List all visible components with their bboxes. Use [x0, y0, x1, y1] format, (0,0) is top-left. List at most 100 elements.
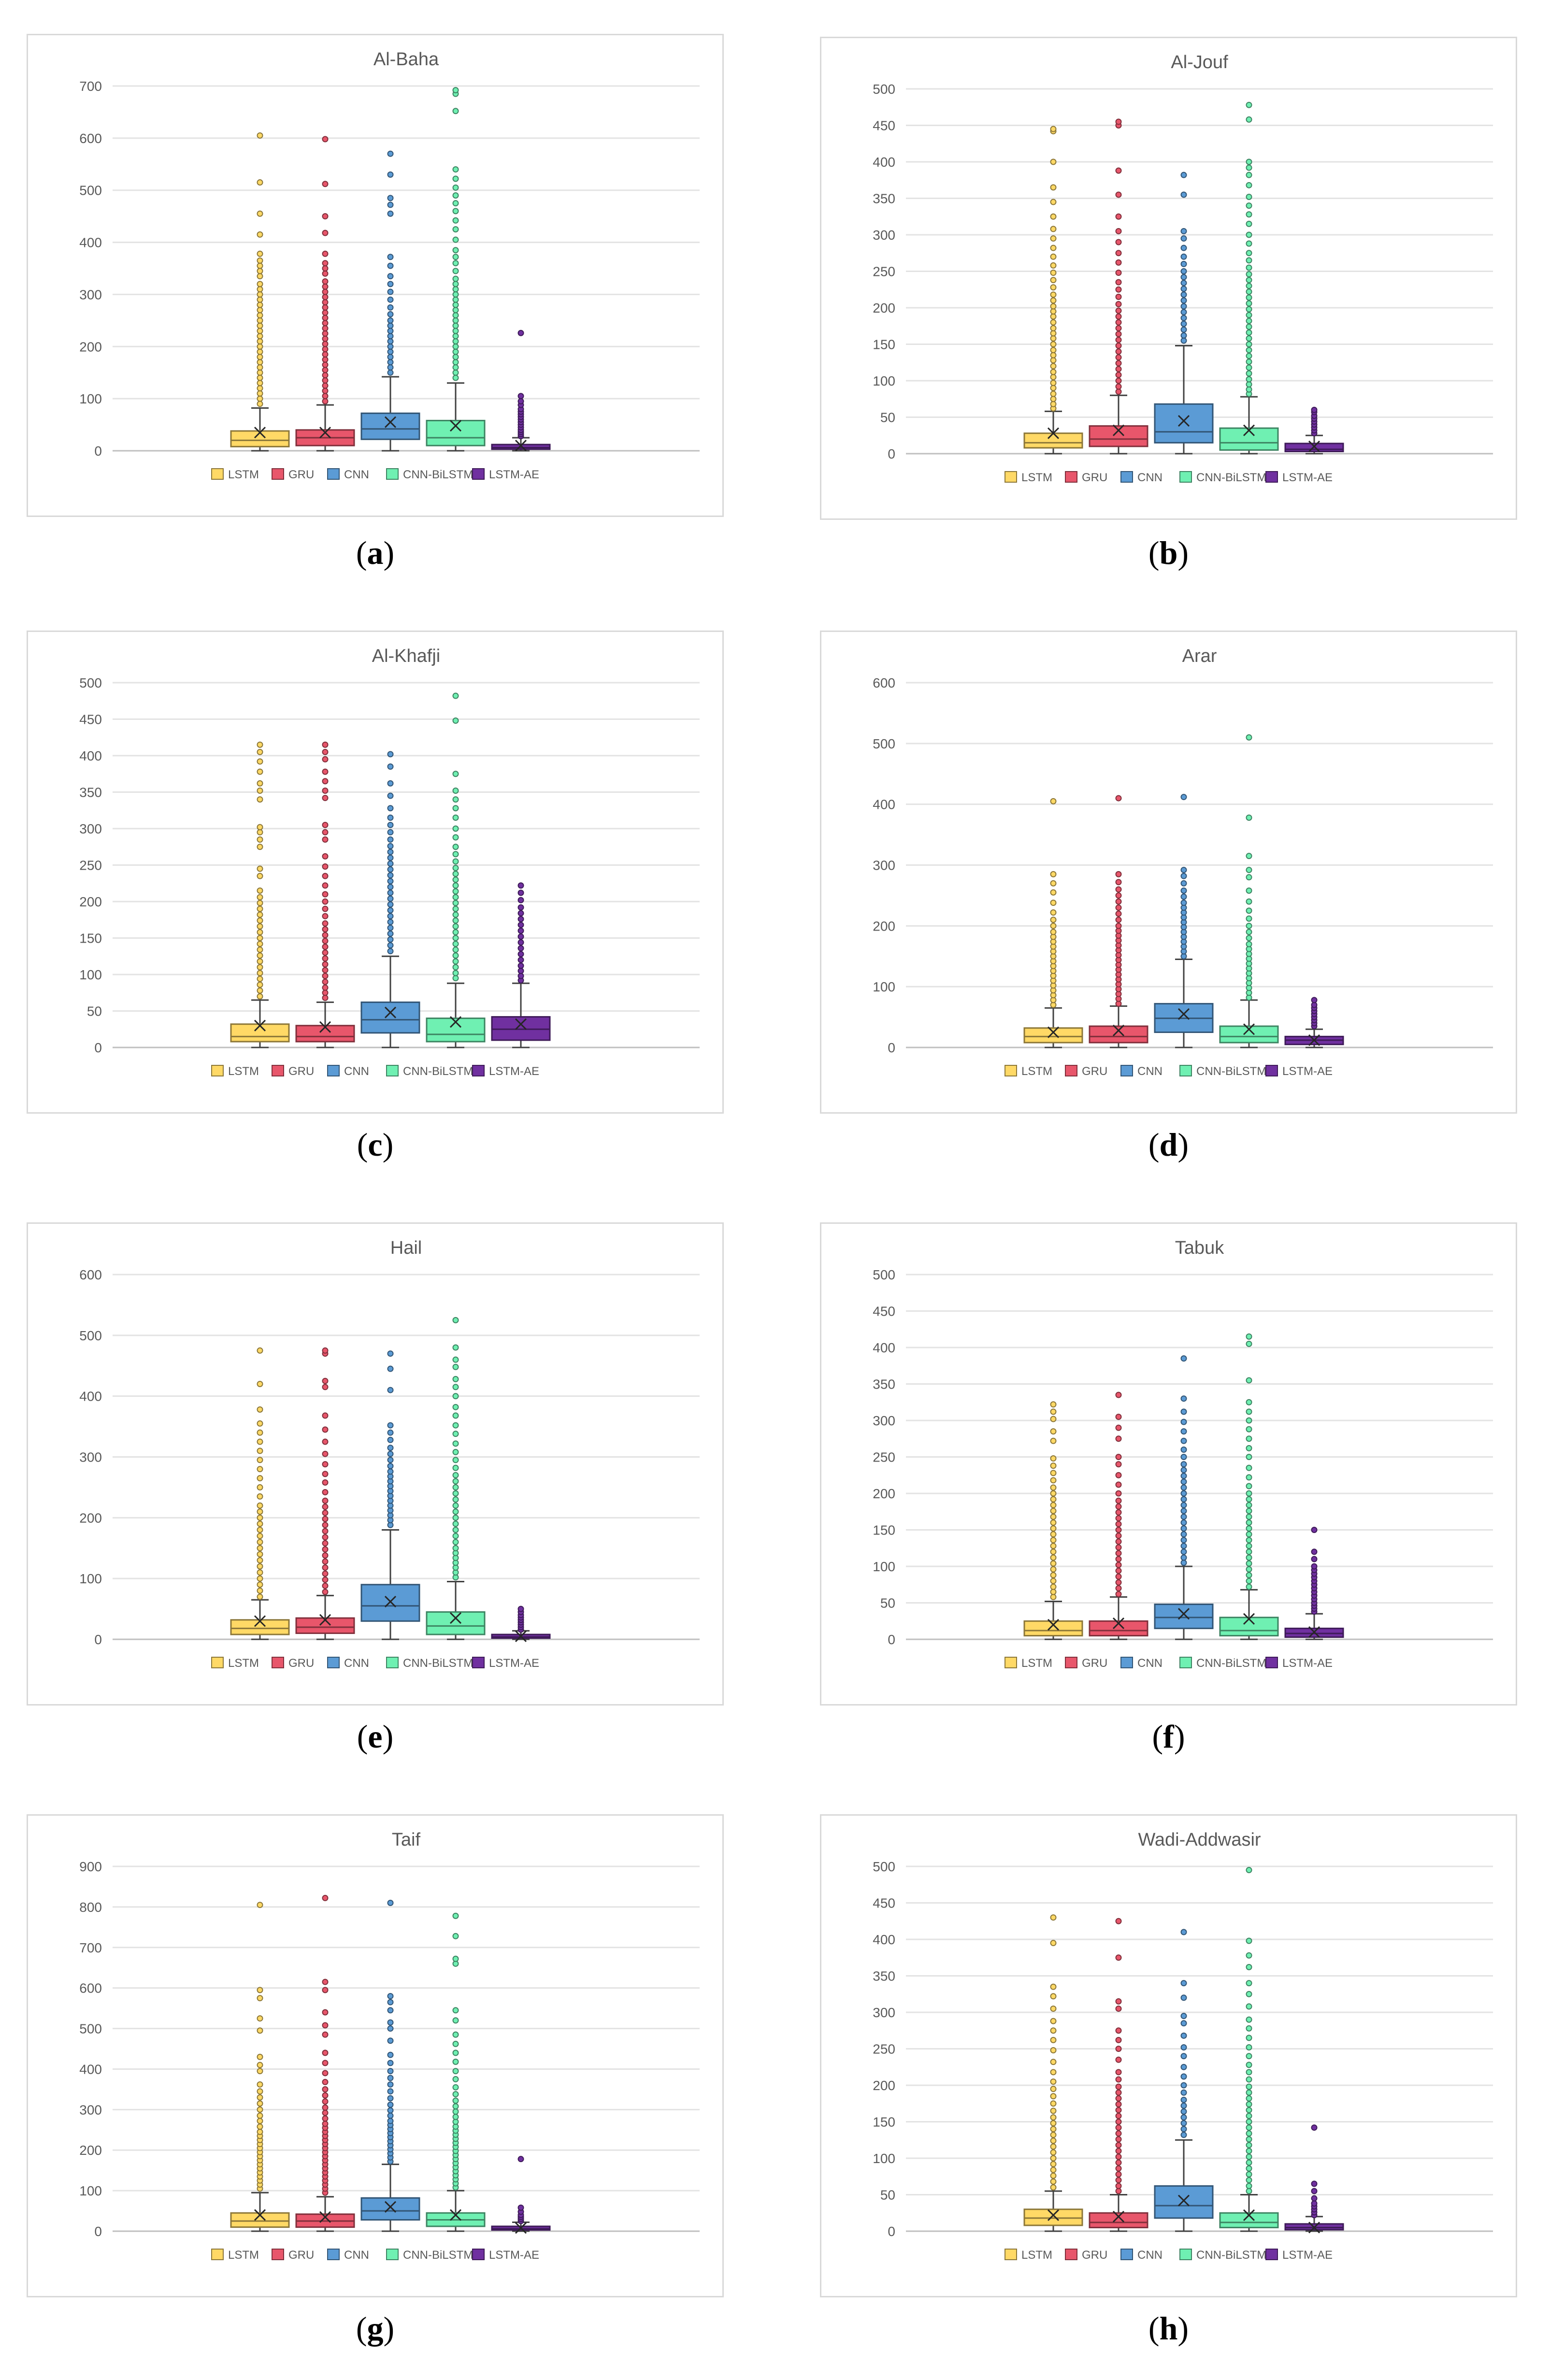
- chart-title: Al-Khafji: [372, 646, 441, 666]
- outlier-point: [387, 913, 394, 919]
- outlier-point: [517, 889, 524, 896]
- outlier-point: [257, 281, 263, 287]
- legend-label: CNN: [344, 1065, 369, 1078]
- outlier-point: [1050, 909, 1057, 916]
- outlier-point: [1180, 2073, 1187, 2080]
- outlier-point: [257, 1563, 263, 1570]
- outlier-point: [1180, 1537, 1187, 1544]
- outlier-point: [322, 1540, 329, 1547]
- outlier-point: [1180, 1531, 1187, 1538]
- outlier-point: [452, 333, 459, 340]
- outlier-point: [1246, 2142, 1252, 2149]
- chart-title: Wadi-Addwasir: [1138, 1830, 1261, 1850]
- outlier-point: [1115, 2027, 1122, 2034]
- outlier-point: [322, 2104, 329, 2111]
- legend-swatch: [1179, 471, 1192, 483]
- outlier-point: [1180, 2108, 1187, 2115]
- mean-marker: [449, 2209, 462, 2221]
- y-tick-label: 250: [873, 1450, 895, 1465]
- outlier-point: [517, 904, 524, 911]
- outlier-point: [1180, 1473, 1187, 1479]
- outlier-point: [1115, 2095, 1122, 2102]
- outlier-point: [387, 836, 394, 843]
- legend-label: LSTM: [228, 2249, 259, 2262]
- outlier-point: [322, 984, 329, 991]
- outlier-point: [1050, 341, 1057, 347]
- outlier-point: [322, 1894, 329, 1901]
- outlier-point: [1115, 886, 1122, 893]
- outlier-point: [1180, 1994, 1187, 2001]
- mean-marker: [319, 2211, 331, 2223]
- panel-caption: (g): [356, 2310, 395, 2347]
- y-tick-label: 0: [94, 1040, 102, 1055]
- outlier-point: [1115, 343, 1122, 349]
- outlier-point: [452, 814, 459, 821]
- outlier-point: [387, 1387, 394, 1393]
- outlier-point: [452, 322, 459, 329]
- outlier-point: [452, 307, 459, 314]
- outlier-point: [1115, 1544, 1122, 1551]
- box-lstm: [1023, 1914, 1083, 2232]
- outlier-point: [322, 330, 329, 337]
- outlier-point: [1246, 220, 1252, 227]
- outlier-point: [1050, 1462, 1057, 1469]
- outlier-point: [1050, 1993, 1057, 2000]
- outlier-point: [1246, 1531, 1252, 1538]
- outlier-point: [1050, 1437, 1057, 1444]
- legend-swatch: [386, 2249, 399, 2260]
- mean-marker: [384, 416, 397, 428]
- outlier-point: [1246, 317, 1252, 324]
- outlier-point: [257, 844, 263, 850]
- outlier-point: [517, 2204, 524, 2211]
- outlier-point: [1180, 1507, 1187, 1514]
- outlier-point: [387, 2112, 394, 2119]
- outlier-point: [452, 905, 459, 912]
- outlier-point: [322, 1384, 329, 1391]
- y-tick-label: 400: [873, 1340, 895, 1355]
- outlier-point: [257, 1551, 263, 1558]
- outlier-point: [517, 939, 524, 946]
- outlier-point: [452, 2050, 459, 2056]
- panel-caption: (a): [356, 534, 395, 571]
- outlier-point: [1180, 309, 1187, 315]
- y-tick-label: 300: [873, 2005, 895, 2020]
- boxplot-chart-h: Wadi-Addwasir 0 50 100 150 200 250 300 350 400 450…: [873, 1830, 1493, 2262]
- outlier-point: [257, 1508, 263, 1515]
- outlier-point: [1246, 1333, 1252, 1340]
- outlier-point: [1246, 1513, 1252, 1520]
- outlier-point: [257, 2015, 263, 2022]
- outlier-point: [322, 821, 329, 828]
- box-lstm: [1023, 126, 1083, 455]
- outlier-point: [452, 1431, 459, 1437]
- outlier-point: [1050, 871, 1057, 877]
- outlier-point: [387, 288, 394, 295]
- chart-title: Al-Jouf: [1171, 52, 1228, 72]
- outlier-point: [322, 1589, 329, 1595]
- outlier-point: [1180, 900, 1187, 906]
- outlier-point: [322, 299, 329, 306]
- legend-swatch: [1120, 1065, 1133, 1076]
- y-tick-label: 450: [873, 1304, 895, 1319]
- outlier-point: [1246, 2083, 1252, 2090]
- outlier-point: [1050, 235, 1057, 242]
- legend-swatch: [472, 468, 485, 480]
- outlier-point: [1246, 2177, 1252, 2183]
- outlier-point: [257, 286, 263, 293]
- outlier-point: [517, 330, 524, 336]
- outlier-point: [452, 865, 459, 872]
- outlier-point: [452, 2108, 459, 2115]
- mean-marker: [515, 1018, 527, 1030]
- boxplot-chart-b: Al-Jouf 0 50 100 150 200 250 300 350 400 450 500 LST…: [873, 52, 1493, 484]
- outlier-point: [387, 889, 394, 896]
- outlier-point: [1050, 2005, 1057, 2012]
- y-tick-label: 200: [79, 2143, 102, 2158]
- outlier-point: [452, 825, 459, 832]
- outlier-point: [322, 1528, 329, 1534]
- outlier-point: [1180, 1525, 1187, 1532]
- outlier-point: [1115, 1591, 1122, 1597]
- y-tick-label: 200: [873, 2078, 895, 2093]
- outlier-point: [1180, 268, 1187, 274]
- outlier-point: [1050, 798, 1057, 804]
- outlier-point: [1050, 184, 1057, 191]
- outlier-point: [1050, 262, 1057, 269]
